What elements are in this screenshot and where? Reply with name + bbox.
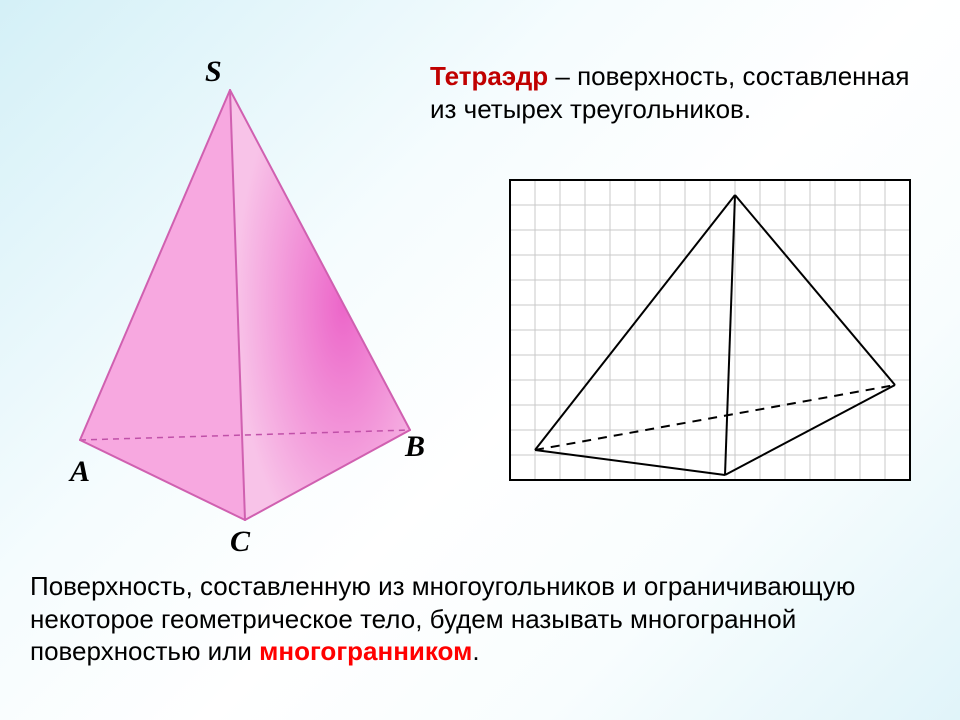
vertex-label-c: C	[230, 525, 250, 559]
definition-text: Тетраэдр – поверхность, составленная из …	[430, 60, 930, 125]
bottom-highlight: многогранником	[259, 636, 472, 666]
tetrahedron-svg	[30, 60, 460, 570]
bottom-paragraph: Поверхность, составленную из многоугольн…	[30, 570, 930, 668]
vertex-label-b: B	[405, 430, 425, 464]
vertex-label-a: A	[70, 455, 90, 489]
grid-svg	[500, 170, 920, 490]
vertex-label-s: S	[205, 55, 222, 89]
tetrahedron-3d-figure: S A B C	[30, 60, 460, 570]
tetrahedron-grid-figure	[500, 170, 920, 490]
bottom-part2: .	[472, 636, 479, 666]
